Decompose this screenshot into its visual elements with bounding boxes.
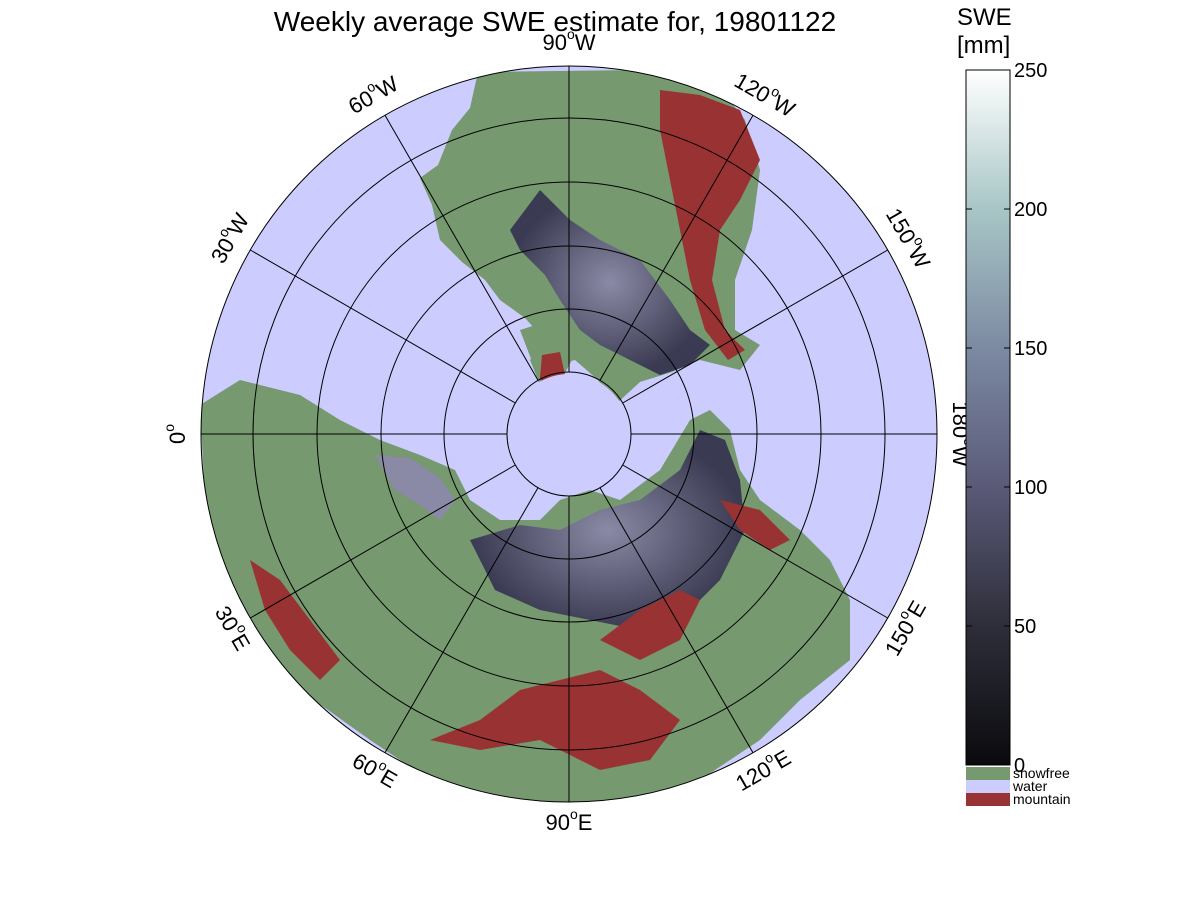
category-swatch [966, 767, 1010, 780]
meridian-line [599, 487, 754, 753]
colorbar-tick-label: 200 [1014, 199, 1047, 221]
map-title: Weekly average SWE estimate for, 1980112… [273, 6, 837, 37]
meridian-line [384, 487, 539, 753]
meridian-line [622, 249, 888, 404]
colorbar-tick-label: 150 [1014, 338, 1047, 360]
meridian-line [622, 464, 888, 619]
colorbar-tick-label: 250 [1014, 60, 1047, 82]
colorbar-tick-label: 50 [1014, 616, 1036, 638]
category-label: snowfree [1013, 765, 1070, 781]
category-swatch [966, 793, 1010, 806]
mountain-east-siberia [720, 500, 790, 550]
snow-siberia [470, 430, 745, 630]
map-frame [200, 65, 938, 803]
colorbar-gradient [965, 69, 1011, 766]
longitude-label: 90oE [546, 806, 593, 835]
landmass-europe-west [205, 470, 260, 560]
graticule [201, 66, 937, 802]
arctic-ocean-center [509, 374, 629, 494]
mountain-himalaya [430, 670, 680, 770]
meridian-line [384, 115, 539, 381]
mountain-central-asia [600, 590, 700, 660]
meridian-line [250, 464, 516, 619]
colorbar-title-line1: SWE [957, 4, 1012, 31]
category-label: mountain [1013, 791, 1071, 807]
meridian-line [599, 115, 754, 381]
longitude-label: 0o [161, 424, 190, 444]
snow-scandinavia [375, 455, 455, 520]
colorbar-tick-label: 0 [1014, 755, 1025, 777]
colorbar-title-line2: [mm] [957, 32, 1011, 59]
mountain-europe [250, 560, 340, 680]
snow-north-america [510, 190, 710, 375]
colorbar-tick-label: 100 [1014, 477, 1047, 499]
category-swatch [966, 780, 1010, 793]
category-label: water [1012, 778, 1048, 794]
meridian-line [250, 249, 516, 404]
longitude-label: 90oW [542, 26, 595, 55]
